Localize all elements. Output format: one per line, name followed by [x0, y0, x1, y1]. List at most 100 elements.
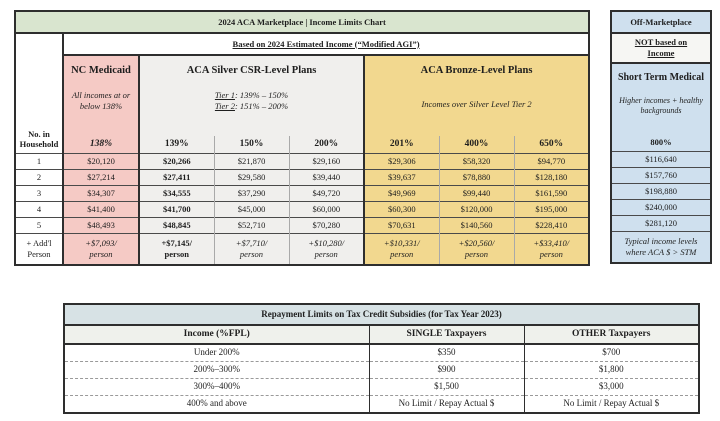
table-row: 1 $20,120 $20,266 $21,870 $29,160 $29,30… — [15, 153, 590, 170]
percent-header-row: 138% 139% 150% 200% 201% 400% 650% — [15, 136, 590, 154]
income-cell: $60,300 — [363, 201, 439, 218]
tier2-range: : 151% – 200% — [234, 100, 289, 111]
other-limit: $700 — [523, 344, 700, 362]
percent-800: 800% — [611, 134, 711, 152]
income-cell: $39,637 — [363, 169, 439, 186]
short-term-medical-name: Short Term Medical — [617, 72, 705, 83]
income-cell: +$33,410/ person — [513, 233, 590, 265]
additional-person-row: + Add'l Person +$7,093/ person +$7,145/ … — [15, 233, 590, 265]
income-cell: $34,307 — [63, 185, 139, 202]
table-row: 5 $48,493 $48,845 $52,710 $70,280 $70,63… — [15, 217, 590, 234]
tier1-label: Tier 1 — [214, 90, 235, 101]
table-row: Under 200% $350 $700 — [64, 344, 700, 362]
income-limits-table: 2024 ACA Marketplace | Income Limits Cha… — [14, 10, 591, 266]
other-limit: $3,000 — [523, 378, 700, 396]
income-cell: $39,440 — [288, 169, 364, 186]
income-bracket: Under 200% — [193, 347, 240, 358]
income-cell: $198,880 — [611, 183, 711, 200]
table-row: 200%–300% $900 $1,800 — [64, 361, 700, 379]
bronze-group-header: ACA Bronze-Level Plans Incomes over Silv… — [362, 55, 590, 136]
table-row: 800% — [611, 134, 711, 152]
income-cell: $29,160 — [288, 153, 364, 170]
table-row: 2024 ACA Marketplace | Income Limits Cha… — [15, 11, 590, 34]
income-bracket: 400% and above — [64, 395, 369, 413]
column-header-income: Income (%FPL) — [64, 325, 369, 345]
single-limit: $900 — [368, 361, 524, 379]
main-title: 2024 ACA Marketplace | Income Limits Cha… — [15, 11, 590, 34]
percent-138: 138% — [63, 136, 139, 154]
income-cell: $128,180 — [513, 169, 590, 186]
income-cell: $27,411 — [138, 169, 214, 186]
income-cell: $140,560 — [438, 217, 514, 234]
medicaid-group-header: NC Medicaid All incomes at or below 138% — [63, 55, 139, 136]
repayment-title: Repayment Limits on Tax Credit Subsidies… — [64, 304, 700, 326]
medicaid-name: NC Medicaid — [71, 65, 131, 76]
household-size: 4 — [15, 201, 64, 218]
single-limit: No Limit / Repay Actual $ — [368, 395, 524, 413]
column-header-other: OTHER Taxpayers — [523, 325, 700, 345]
income-cell: $60,000 — [288, 201, 364, 218]
income-cell: $20,266 — [138, 153, 214, 170]
income-cell: $37,290 — [213, 185, 289, 202]
column-header-single: SINGLE Taxpayers — [368, 325, 524, 345]
table-row: NOT based on Income — [611, 33, 711, 64]
bronze-name: ACA Bronze-Level Plans — [420, 65, 533, 76]
income-cell: $48,493 — [63, 217, 139, 234]
household-size: 2 — [15, 169, 64, 186]
table-row: 300%–400% $1,500 $3,000 — [64, 378, 700, 396]
table-row: $157,760 — [611, 167, 711, 184]
income-cell: $195,000 — [513, 201, 590, 218]
table-row: Short Term Medical Higher incomes + heal… — [611, 63, 711, 134]
additional-person-label: + Add'l Person — [15, 233, 64, 265]
percent-139: 139% — [138, 136, 214, 154]
off-marketplace-table: Off-Marketplace NOT based on Income Shor… — [610, 10, 712, 264]
table-row: Off-Marketplace — [611, 11, 711, 34]
income-cell: $70,280 — [288, 217, 364, 234]
table-row: 4 $41,400 $41,700 $45,000 $60,000 $60,30… — [15, 201, 590, 218]
income-cell: +$7,093/ person — [63, 233, 139, 265]
percent-400: 400% — [438, 136, 514, 154]
income-cell: $41,400 — [63, 201, 139, 218]
silver-group-header: ACA Silver CSR-Level Plans Tier 1: 139% … — [138, 55, 364, 136]
silver-name: ACA Silver CSR-Level Plans — [186, 65, 317, 76]
household-size: 1 — [15, 153, 64, 170]
income-cell: $45,000 — [213, 201, 289, 218]
table-row: $116,640 — [611, 151, 711, 168]
table-row: Repayment Limits on Tax Credit Subsidies… — [64, 304, 700, 326]
household-column-header: No. in Household — [15, 33, 64, 154]
medicaid-note: All incomes at or below 138% — [71, 90, 131, 111]
income-cell: $41,700 — [138, 201, 214, 218]
income-cell: $116,640 — [611, 151, 711, 168]
income-cell: +$10,331/ person — [363, 233, 439, 265]
income-cell: $52,710 — [213, 217, 289, 234]
income-cell: $34,555 — [138, 185, 214, 202]
not-based-text: NOT based on Income — [634, 37, 688, 58]
income-cell: $157,760 — [611, 167, 711, 184]
repayment-header-row: Income (%FPL) SINGLE Taxpayers OTHER Tax… — [64, 325, 700, 345]
income-cell: $120,000 — [438, 201, 514, 218]
income-bracket: 300%–400% — [64, 378, 369, 396]
income-cell: $49,720 — [288, 185, 364, 202]
income-cell: $161,590 — [513, 185, 590, 202]
income-cell: $29,580 — [213, 169, 289, 186]
table-row: $198,880 — [611, 183, 711, 200]
table-row: Typical income levels where ACA $ > STM — [611, 231, 711, 263]
percent-201: 201% — [363, 136, 439, 154]
household-size: 3 — [15, 185, 64, 202]
off-marketplace-title: Off-Marketplace — [611, 11, 711, 34]
repayment-limits-table: Repayment Limits on Tax Credit Subsidies… — [63, 303, 701, 414]
income-cell: $78,880 — [438, 169, 514, 186]
income-cell: $99,440 — [438, 185, 514, 202]
percent-150: 150% — [213, 136, 289, 154]
table-row: NC Medicaid All incomes at or below 138%… — [15, 55, 590, 136]
income-cell: $281,120 — [611, 215, 711, 232]
not-based-on-income: NOT based on Income — [611, 33, 711, 64]
income-cell: +$7,710/ person — [213, 233, 289, 265]
short-term-medical-header: Short Term Medical Higher incomes + heal… — [611, 63, 711, 134]
income-cell: +$20,560/ person — [438, 233, 514, 265]
income-cell: $21,870 — [213, 153, 289, 170]
single-limit: $1,500 — [368, 378, 524, 396]
income-cell: $228,410 — [513, 217, 590, 234]
tier2-label: Tier 2 — [214, 100, 235, 111]
income-cell: $49,969 — [363, 185, 439, 202]
